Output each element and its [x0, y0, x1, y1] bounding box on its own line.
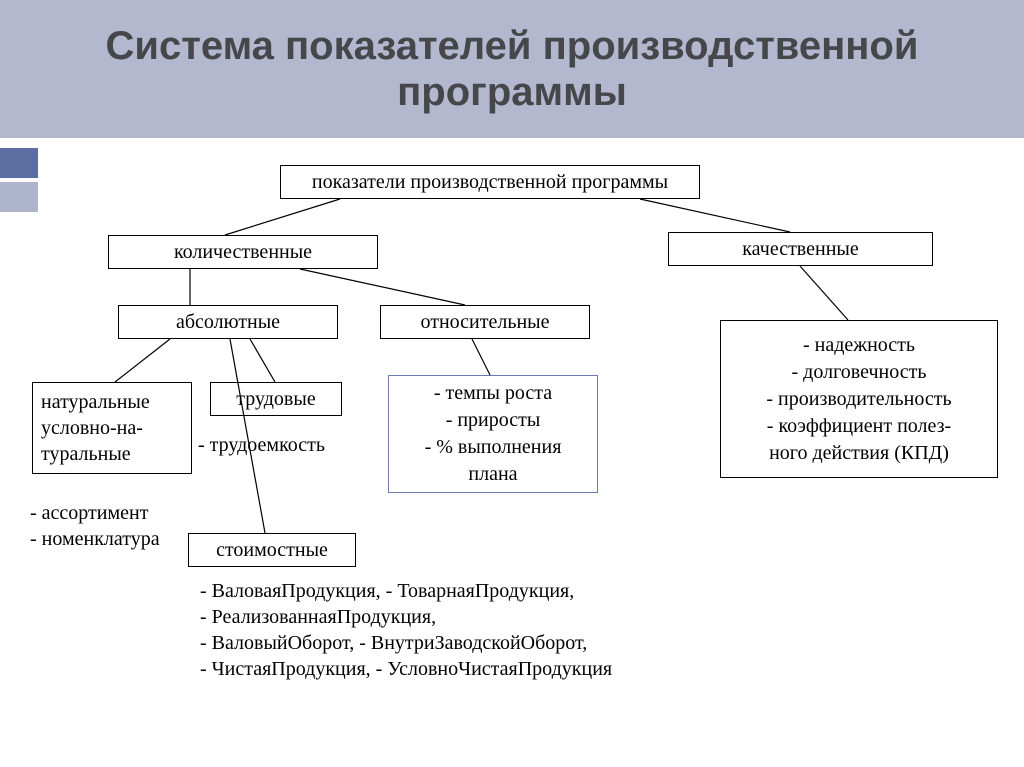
node-quantitative: количественные — [108, 235, 378, 269]
decoration-bar-1 — [0, 148, 38, 178]
assort-line-2: - номенклатура — [30, 526, 160, 552]
costd-line-1: - ВаловаяПродукция, - ТоварнаяПродукция, — [200, 578, 612, 604]
node-cost: стоимостные — [188, 533, 356, 567]
node-root: показатели производственной программы — [280, 165, 700, 199]
title-band: Система показателей производственной про… — [0, 0, 1024, 138]
qual-list-2: - долговечность — [792, 359, 927, 386]
node-relative-label: относительные — [421, 311, 550, 334]
rel-list-4: плана — [468, 461, 517, 488]
text-cost-detail: - ВаловаяПродукция, - ТоварнаяПродукция,… — [200, 578, 612, 682]
node-absolute-label: абсолютные — [176, 311, 280, 334]
node-natural: натуральные условно-на- туральные — [32, 382, 192, 474]
node-qualitative-list: - надежность - долговечность - производи… — [720, 320, 998, 478]
assort-line-1: - ассортимент — [30, 500, 160, 526]
qual-list-4: - коэффициент полез- — [767, 413, 951, 440]
costd-line-3: - ВаловыйОборот, - ВнутриЗаводскойОборот… — [200, 630, 612, 656]
costd-line-4: - ЧистаяПродукция, - УсловноЧистаяПродук… — [200, 656, 612, 682]
node-qualitative-label: качественные — [742, 238, 858, 261]
node-root-label: показатели производственной программы — [312, 171, 668, 194]
node-natural-line1: натуральные — [41, 389, 150, 415]
node-relative: относительные — [380, 305, 590, 339]
node-cost-label: стоимостные — [216, 539, 328, 562]
qual-list-3: - производительность — [766, 386, 951, 413]
node-absolute: абсолютные — [118, 305, 338, 339]
rel-list-1: - темпы роста — [434, 380, 552, 407]
qual-list-5: ного действия (КПД) — [769, 440, 949, 467]
costd-line-2: - РеализованнаяПродукция, — [200, 604, 612, 630]
node-qualitative: качественные — [668, 232, 933, 266]
rel-list-2: - приросты — [446, 407, 541, 434]
node-labor: трудовые — [210, 382, 342, 416]
rel-list-3: - % выполнения — [425, 434, 562, 461]
slide-title: Система показателей производственной про… — [0, 23, 1024, 115]
node-quantitative-label: количественные — [174, 241, 312, 264]
qual-list-1: - надежность — [803, 332, 915, 359]
decoration-bar-2 — [0, 182, 38, 212]
node-labor-label: трудовые — [236, 388, 315, 411]
node-relative-list: - темпы роста - приросты - % выполнения … — [388, 375, 598, 493]
text-assortment: - ассортимент - номенклатура — [30, 500, 160, 552]
text-labor-detail: - трудоемкость — [198, 432, 325, 458]
node-natural-line2: условно-на- — [41, 415, 143, 441]
node-natural-line3: туральные — [41, 441, 131, 467]
